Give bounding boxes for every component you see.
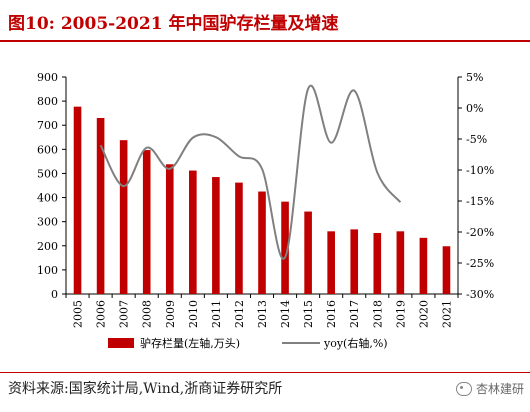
bar-2020 [419, 237, 428, 294]
x-axis-tick-label: 2008 [141, 300, 154, 328]
legend-bar-swatch [108, 338, 134, 348]
x-axis-tick-label: 2009 [164, 300, 177, 328]
chart: 0 100 200 300 400 500 600 700 800 900 5% 0% -5% -10% -… [37, 71, 494, 350]
right-axis-tick-label: -20% [466, 226, 494, 239]
right-axis-tick-label: -15% [466, 195, 494, 208]
bar-2010 [189, 170, 197, 294]
bar-2014 [281, 201, 289, 294]
bar-2006 [96, 117, 105, 294]
x-axis-tick-label: 2006 [95, 300, 108, 328]
x-axis-tick-label: 2011 [210, 300, 223, 328]
bar-2007 [119, 140, 128, 294]
x-axis-tick-label: 2010 [187, 300, 200, 328]
x-axis-tick-label: 2019 [394, 300, 407, 328]
left-axis-tick-label: 700 [37, 119, 58, 132]
bar-2017 [350, 229, 359, 294]
x-axis-tick-label: 2014 [279, 300, 292, 328]
right-axis-tick-label: 5% [466, 71, 483, 84]
bar-2016 [327, 231, 335, 294]
figure-title: 图10: 2005-2021 年中国驴存栏量及增速 [8, 14, 339, 34]
left-axis-tick-label: 200 [37, 240, 58, 253]
watermark: 杏林建研 [455, 380, 524, 397]
x-axis-tick-label: 2015 [302, 300, 315, 328]
right-axis-tick-label: -10% [466, 164, 494, 177]
bar-2008 [142, 150, 151, 294]
right-axis-tick-label: -5% [466, 133, 487, 146]
title-divider [0, 40, 530, 42]
legend-bar-label: 驴存栏量(左轴,万头) [140, 336, 240, 350]
source-note: 资料来源:国家统计局,Wind,浙商证券研究所 [8, 381, 283, 397]
legend-line-label: yoy(右轴,%) [323, 336, 388, 350]
bar-2011 [212, 177, 220, 294]
x-axis-tick-label: 2017 [348, 300, 361, 328]
left-axis-tick-label: 300 [37, 216, 58, 229]
right-axis-tick-label: -25% [466, 257, 494, 270]
left-axis-tick-label: 500 [37, 167, 58, 180]
left-axis-tick-label: 0 [51, 288, 58, 301]
left-axis-tick-label: 800 [37, 95, 58, 108]
wechat-icon [455, 381, 472, 396]
bar-2015 [304, 211, 312, 294]
x-axis-tick-label: 2012 [233, 300, 246, 328]
bar-2019 [396, 231, 405, 294]
bar-2012 [235, 182, 243, 294]
x-axis-tick-label: 2005 [72, 300, 85, 328]
left-axis-tick-label: 900 [37, 71, 58, 84]
watermark-text: 杏林建研 [475, 382, 524, 396]
right-axis-tick-label: 0% [466, 102, 483, 115]
x-axis-tick-label: 2013 [256, 300, 269, 328]
x-axis-tick-label: 2018 [371, 300, 384, 328]
left-axis-tick-label: 400 [37, 192, 58, 205]
x-axis-tick-label: 2016 [325, 300, 338, 328]
title-bar: 图10: 2005-2021 年中国驴存栏量及增速 [0, 0, 530, 42]
x-axis-tick-label: 2020 [417, 300, 430, 328]
left-axis-tick-label: 600 [37, 143, 58, 156]
x-axis-tick-label: 2021 [440, 300, 453, 328]
bar-2009 [165, 164, 174, 294]
yoy-line [99, 84, 402, 260]
x-axis-tick-label: 2007 [118, 300, 131, 328]
right-axis-tick-label: -30% [466, 288, 494, 301]
bar-2021 [442, 246, 451, 294]
bar-2005 [73, 106, 82, 294]
bar-2018 [373, 232, 382, 294]
bar-2013 [258, 191, 266, 294]
footer-divider [0, 372, 530, 373]
left-axis-tick-label: 100 [37, 264, 58, 277]
